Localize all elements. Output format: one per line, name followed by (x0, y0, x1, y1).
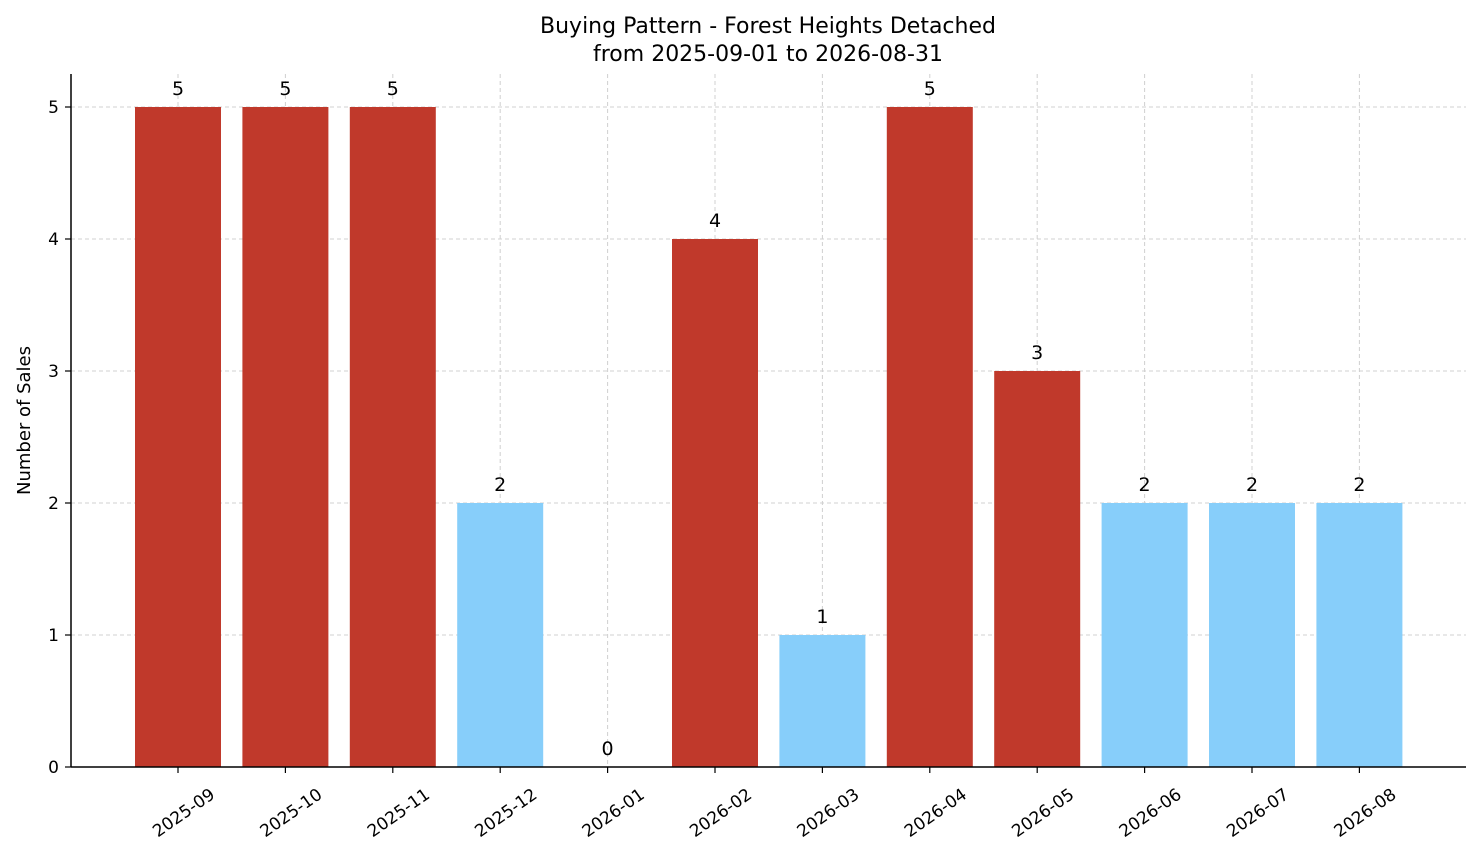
bar-2026-05 (994, 371, 1081, 767)
y-tick-label: 4 (48, 230, 59, 250)
data-labels: 5 5 5 2 0 4 1 5 3 2 2 2 (172, 78, 1365, 760)
bar-2025-09 (135, 107, 221, 767)
data-label-2026-05: 3 (1031, 342, 1043, 364)
bar-2026-02 (672, 239, 758, 767)
y-axis-ticks: 0 1 2 3 4 5 (48, 98, 71, 778)
x-tick-label-2026-03: 2026-03 (794, 785, 864, 842)
chart-title-line2: from 2025-09-01 to 2026-08-31 (593, 42, 943, 67)
x-tick-label-2026-05: 2026-05 (1008, 785, 1078, 842)
chart-title-line1: Buying Pattern - Forest Heights Detached (540, 14, 996, 39)
data-label-2026-07: 2 (1246, 474, 1258, 496)
x-tick-label-2026-01: 2026-01 (579, 785, 649, 842)
x-tick-label-2025-12: 2025-12 (471, 785, 541, 842)
x-tick-label-2025-09: 2025-09 (149, 785, 219, 842)
x-axis-ticks: 2025-09 2025-10 2025-11 2025-12 2026-01 2026-… (149, 767, 1400, 842)
data-label-2026-02: 4 (709, 210, 721, 232)
data-label-2026-03: 1 (816, 606, 828, 628)
y-tick-label: 2 (48, 494, 59, 514)
y-tick-label: 1 (48, 626, 59, 646)
x-tick-label-2026-08: 2026-08 (1331, 785, 1401, 842)
y-tick-label: 3 (48, 362, 59, 382)
bar-2026-06 (1101, 503, 1188, 767)
bar-2026-08 (1316, 503, 1403, 767)
x-tick-label-2026-07: 2026-07 (1223, 785, 1293, 842)
data-label-2025-12: 2 (494, 474, 506, 496)
y-axis-label: Number of Sales (14, 346, 35, 495)
y-tick-label: 5 (48, 98, 59, 118)
data-label-2026-06: 2 (1139, 474, 1151, 496)
bar-2026-04 (886, 107, 973, 767)
data-label-2026-08: 2 (1353, 474, 1365, 496)
bar-2026-07 (1209, 503, 1295, 767)
x-tick-label-2025-10: 2025-10 (257, 785, 327, 842)
bars (135, 107, 1403, 767)
data-label-2025-09: 5 (172, 78, 184, 100)
bar-2026-03 (779, 635, 866, 767)
y-tick-label: 0 (48, 758, 59, 778)
bar-2025-11 (349, 107, 436, 767)
x-tick-label-2026-04: 2026-04 (901, 785, 971, 842)
data-label-2026-01: 0 (602, 738, 614, 760)
x-tick-label-2026-02: 2026-02 (686, 785, 756, 842)
data-label-2025-10: 5 (279, 78, 291, 100)
data-label-2025-11: 5 (387, 78, 399, 100)
bar-2025-12 (457, 503, 544, 767)
x-tick-label-2025-11: 2025-11 (364, 785, 434, 842)
x-tick-label-2026-06: 2026-06 (1116, 785, 1186, 842)
bar-2025-10 (242, 107, 329, 767)
data-label-2026-04: 5 (924, 78, 936, 100)
